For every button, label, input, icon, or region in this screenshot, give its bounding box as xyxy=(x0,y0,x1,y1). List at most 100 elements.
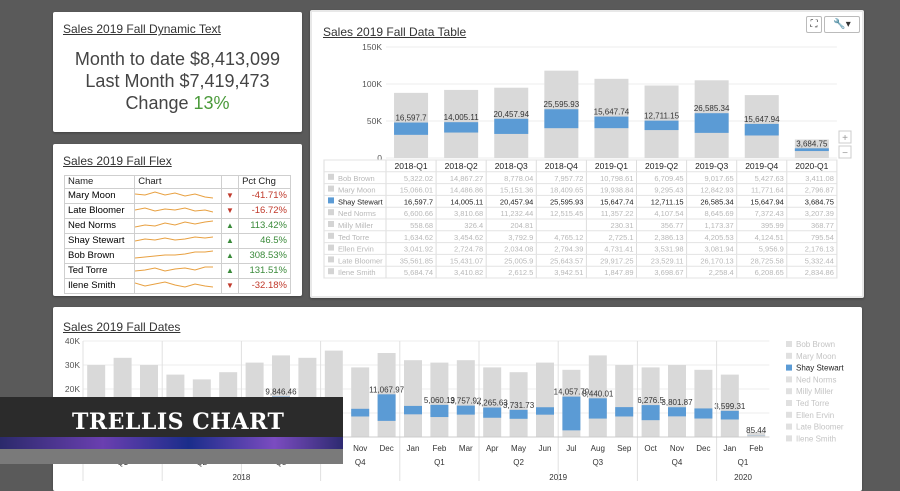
banner-title: TRELLIS CHART xyxy=(72,409,285,435)
cell-value: 5,956.9 xyxy=(759,245,784,254)
sparkline xyxy=(135,281,214,288)
legend-item: Ilene Smith xyxy=(796,434,836,443)
highlight-bar xyxy=(494,118,529,134)
cell-value: 3,411.08 xyxy=(805,174,834,183)
legend-swatch[interactable] xyxy=(786,364,792,371)
legend-swatch xyxy=(328,221,334,227)
highlight-bar xyxy=(394,122,429,135)
legend-item: Milly Miller xyxy=(796,387,834,396)
panel-title[interactable]: Sales 2019 Fall Data Table xyxy=(323,25,467,39)
table-row[interactable]: Mary Moon ▼ -41.71% xyxy=(63,187,291,204)
legend-swatch[interactable] xyxy=(786,341,792,347)
cell-value: 6,709.45 xyxy=(654,174,683,183)
highlight-bar xyxy=(694,113,729,133)
zoom-out-button[interactable] xyxy=(838,145,852,159)
data-table-chart: 0 50K 100K 150K 16,597.7 14,005.11 20,457.94 25… xyxy=(323,42,852,279)
total-bar xyxy=(747,432,766,437)
legend-swatch[interactable] xyxy=(786,435,792,442)
cell-value: 11,357.22 xyxy=(601,209,634,218)
cell-value: 14,005.11 xyxy=(450,197,483,206)
cell-value: 25,595.93 xyxy=(550,197,583,206)
panel-title[interactable]: Sales 2019 Fall Dates xyxy=(63,320,181,334)
sparkline xyxy=(135,236,214,242)
cell-value: 7,372.43 xyxy=(755,209,784,218)
table-row[interactable]: Ilene Smith ▼ -32.18% xyxy=(63,277,291,294)
series-name: Ellen Ervin xyxy=(338,245,374,254)
panel-title[interactable]: Sales 2019 Fall Flex xyxy=(63,154,172,168)
bar-data-label: 4,265.63 xyxy=(477,399,509,408)
total-bar xyxy=(404,360,422,437)
cell-value: 3,684.75 xyxy=(805,197,834,206)
total-bar xyxy=(456,360,475,437)
series-name: Shay Stewart xyxy=(338,197,384,206)
series-name: Ned Norms xyxy=(338,209,376,218)
month-label: Feb xyxy=(433,444,447,453)
legend-swatch[interactable] xyxy=(786,376,792,383)
table-row[interactable]: Shay Stewart ▲ 46.5% xyxy=(63,232,291,249)
zoom-in-label: + xyxy=(842,133,848,144)
legend-item: Mary Moon xyxy=(796,352,836,361)
flex-panel: Sales 2019 Fall Flex Name Chart Pct Chg … xyxy=(53,144,302,296)
x-tick-label: 2019-Q4 xyxy=(745,161,778,171)
last-month-kpi: Last Month $7,419,473 xyxy=(85,71,270,91)
series-name: Mary Moon xyxy=(338,186,376,195)
month-label: Mar xyxy=(459,444,473,453)
col-pct-header[interactable]: Pct Chg xyxy=(238,175,291,189)
cell-value: 19,938.84 xyxy=(600,186,633,195)
cell-value: 2,794.39 xyxy=(554,245,583,254)
table-row[interactable]: Ned Norms ▲ 113.42% xyxy=(63,217,291,234)
x-tick-label: 2018-Q2 xyxy=(445,161,478,171)
legend-swatch[interactable] xyxy=(786,352,792,359)
zoom-in-button[interactable] xyxy=(838,130,852,144)
bar-data-label: 14,005.11 xyxy=(444,113,480,122)
bar-data-label: 3,801.87 xyxy=(661,398,693,407)
cell-value: 5,684.74 xyxy=(404,268,433,277)
cell-value: 2,176.13 xyxy=(805,245,834,254)
legend-swatch[interactable] xyxy=(786,388,792,395)
cell-value: 25,643.57 xyxy=(550,256,583,265)
highlight-bar xyxy=(509,409,528,419)
sparkline xyxy=(135,207,214,213)
bar-data-label: 12,711.15 xyxy=(644,112,680,121)
bar-data-label: 14,057.79 xyxy=(554,388,590,397)
col-name-header[interactable]: Name xyxy=(63,175,136,189)
bar-data-label: 26,585.34 xyxy=(694,104,730,113)
table-row[interactable]: Bob Brown ▲ 308.53% xyxy=(63,247,291,264)
cell-value: 15,151.36 xyxy=(500,186,533,195)
panel-title[interactable]: Sales 2019 Fall Dynamic Text xyxy=(63,22,221,36)
y-tick-label: 30K xyxy=(65,360,80,370)
legend-swatch[interactable] xyxy=(786,423,792,430)
arrow-down-icon: ▼ xyxy=(220,202,240,219)
cell-value: 3,454.62 xyxy=(454,233,483,242)
data-table-panel: Sales 2019 Fall Data Table ⛶ 🔧▾ 0 50K 100K… xyxy=(310,10,864,298)
table-row[interactable]: Late Bloomer ▼ -16.72% xyxy=(63,202,291,219)
col-chart-header[interactable]: Chart xyxy=(134,175,222,189)
row-sparkline xyxy=(134,232,222,249)
expand-icon[interactable]: ⛶ xyxy=(806,16,822,33)
bar-data-label: 15,647.74 xyxy=(594,108,630,117)
settings-menu-button[interactable]: 🔧▾ xyxy=(824,16,860,33)
bar-data-label: 3,684.75 xyxy=(796,139,828,148)
row-pct-change: 308.53% xyxy=(238,247,291,264)
change-value: 13% xyxy=(193,93,230,113)
cell-value: 35,561.85 xyxy=(400,256,433,265)
legend-swatch[interactable] xyxy=(786,411,792,418)
highlight-bar xyxy=(404,405,422,415)
highlight-bar xyxy=(588,398,607,419)
highlight-bar xyxy=(444,122,479,133)
highlight-bar xyxy=(668,407,686,417)
banner-background xyxy=(0,397,343,437)
cell-value: 230.31 xyxy=(611,221,634,230)
cell-value: 16,597.7 xyxy=(404,197,433,206)
total-bar xyxy=(509,372,528,437)
highlight-bar xyxy=(694,408,713,419)
cell-value: 8,645.69 xyxy=(704,209,733,218)
cell-value: 4,765.12 xyxy=(554,233,583,242)
legend-swatch[interactable] xyxy=(786,400,792,406)
cell-value: 2,725.1 xyxy=(608,233,633,242)
year-label: 2019 xyxy=(549,473,567,482)
table-row[interactable]: Ted Torre ▲ 131.51% xyxy=(63,262,291,279)
legend-item: Late Bloomer xyxy=(796,423,844,432)
legend-item: Ted Torre xyxy=(796,399,830,408)
row-sparkline xyxy=(134,247,222,264)
